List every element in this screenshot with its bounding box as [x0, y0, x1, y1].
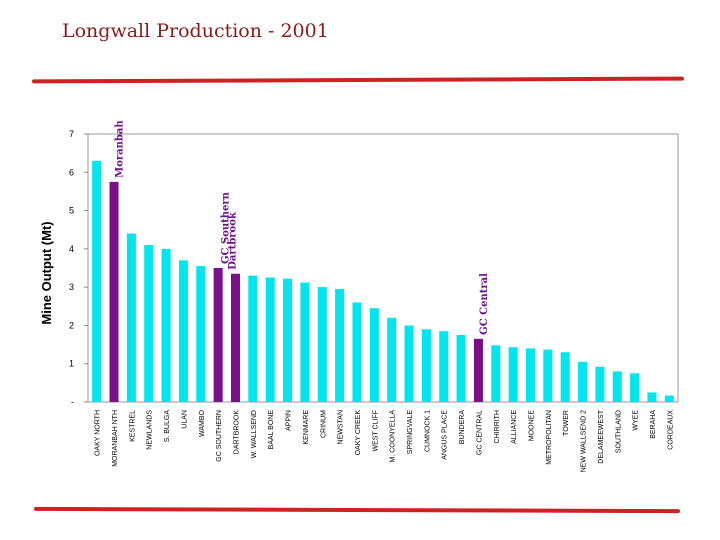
bar-beraha: [647, 392, 657, 402]
bar-crinum: [317, 287, 327, 402]
bar-moonee: [525, 348, 536, 402]
category-label: S. BULGA: [164, 410, 171, 443]
bar-angus-place: [439, 331, 449, 402]
category-label: GC CENTRAL: [476, 410, 483, 455]
category-label: BERAHA: [650, 410, 657, 439]
bar-newstan: [335, 289, 345, 402]
bar-southland: [612, 371, 622, 402]
bar-springvale: [404, 325, 414, 402]
bar-metropolitan: [543, 349, 553, 402]
category-label: WYEE: [633, 410, 640, 431]
category-label: BAAL BONE: [268, 410, 275, 450]
annotation-gc-southern: GC Southern: [221, 191, 232, 264]
category-label: DELAMEEWEST: [598, 409, 605, 463]
bar-alliance: [508, 347, 518, 402]
bar-s-bulga: [161, 248, 171, 402]
bar-m-coonyella: [387, 317, 397, 402]
bar-oaky-creek: [352, 302, 362, 402]
bar-gc-central: [473, 338, 483, 402]
plot-area: [87, 133, 679, 403]
category-label: OAKY CREEK: [355, 410, 362, 456]
y-tick-label: -: [71, 397, 74, 407]
bar-moranbah-nth: [109, 181, 119, 402]
category-label: M. COONYELLA: [390, 410, 397, 463]
y-tick-label: 5: [69, 206, 74, 216]
category-label: KENMARE: [303, 410, 310, 445]
annotation-dartbrook: Dartbrook: [228, 211, 239, 270]
category-label: TOWER: [563, 410, 570, 436]
slide-title: Longwall Production - 2001: [62, 20, 329, 42]
bar-cumnock-1: [421, 329, 431, 402]
bar-bundera: [456, 335, 466, 402]
bar-kenmare: [300, 282, 310, 402]
bar-ulan: [178, 260, 188, 402]
annotation-moranbah: Moranbah: [115, 120, 126, 178]
category-label: CRINUM: [320, 410, 327, 438]
bar-tower: [560, 352, 570, 402]
bar-chirrith: [491, 345, 501, 402]
category-label: NEW WALLSEND 2: [581, 410, 588, 472]
category-label: WAMBO: [199, 409, 206, 437]
category-label: ULAN: [181, 410, 188, 429]
category-label: SPRINGVALE: [407, 410, 414, 455]
category-label: MORANBAH NTH: [112, 410, 119, 467]
category-label: MOONEE: [529, 410, 536, 441]
y-tick-label: 7: [69, 129, 74, 139]
bar-west-cliff: [369, 308, 379, 402]
category-label: WEST CLIFF: [372, 410, 379, 451]
category-label: KESTREL: [129, 410, 136, 442]
bar-w-wallsend: [248, 275, 258, 402]
y-axis-title: Mine Output (Mt): [39, 221, 54, 324]
category-label: W. WALLSEND: [251, 410, 258, 458]
bar-oaky-north: [92, 160, 102, 402]
category-label: NEWSTAN: [338, 410, 345, 444]
category-label: CHIRRITH: [494, 410, 501, 443]
y-tick-label: 1: [69, 359, 74, 369]
category-label: ALLIANCE: [511, 410, 518, 444]
category-label: NEWLANDS: [147, 410, 154, 450]
bar-newlands: [144, 245, 154, 402]
y-tick-label: 3: [69, 282, 74, 292]
category-label: SOUTHLAND: [615, 410, 622, 453]
category-label: DARTBROOK: [234, 410, 241, 455]
category-label: GC SOUTHERN: [216, 410, 223, 462]
category-label: ANGUS PLACE: [442, 410, 449, 460]
y-tick-label: 4: [69, 244, 74, 254]
category-label: APPIN: [286, 410, 293, 431]
category-label: CORDEAUX: [667, 410, 674, 450]
bar-cordeaux: [664, 395, 674, 402]
bar-appin: [283, 278, 293, 402]
bar-dartbrook: [230, 273, 241, 402]
category-label: BUNDERA: [459, 410, 466, 445]
category-label: OAKY NORTH: [95, 410, 102, 456]
y-tick-label: 2: [69, 320, 74, 330]
bar-wambo: [196, 266, 206, 402]
chart-layer: - 1 2 3 4 5 6 7 Mine Output (Mt) OAKY NORTH MORANB…: [39, 120, 679, 472]
bar-baal-bone: [265, 277, 275, 402]
annotation-gc-central: GC Central: [479, 273, 490, 335]
bar-kestrel: [126, 233, 136, 402]
bar-gc-southern: [213, 268, 223, 402]
category-label: METROPOLITAN: [546, 410, 553, 465]
bar-wyee: [630, 373, 640, 402]
bar-new-wallsend-2: [578, 361, 588, 402]
y-tick-label: 6: [69, 167, 74, 177]
category-label: CUMNOCK 1: [424, 410, 431, 452]
bar-delameewest: [595, 366, 605, 402]
